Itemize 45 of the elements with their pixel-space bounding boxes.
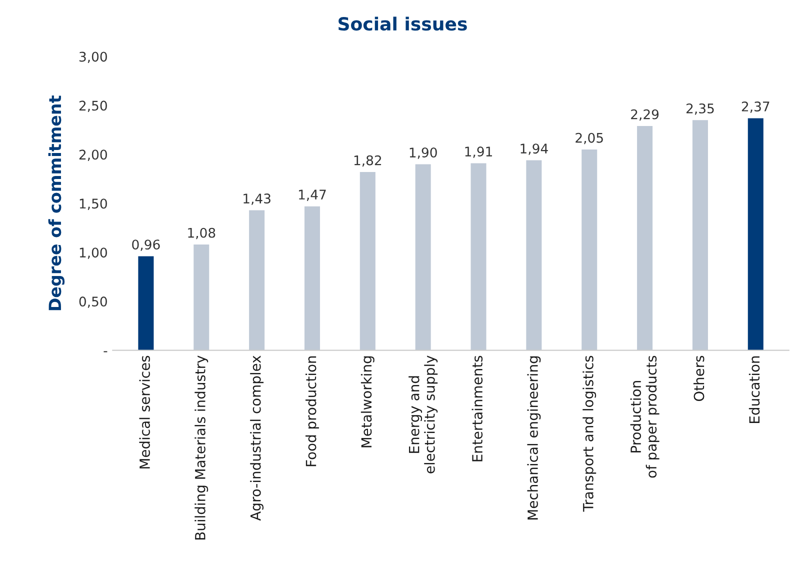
y-tick-label: 3,00 bbox=[79, 52, 107, 64]
y-tick-label: 0,50 bbox=[79, 296, 107, 308]
data-label: 1,90 bbox=[410, 148, 437, 159]
bar bbox=[360, 172, 376, 350]
bar bbox=[637, 126, 653, 350]
y-tick-label: 1,50 bbox=[80, 198, 107, 210]
y-tick-label: 2,00 bbox=[79, 150, 107, 161]
data-label: 2,35 bbox=[686, 103, 714, 115]
data-label: 0,96 bbox=[132, 240, 160, 251]
data-label: 2,29 bbox=[631, 109, 659, 121]
chart-title: Social issues bbox=[338, 16, 467, 31]
x-tick-label: Education bbox=[748, 356, 760, 423]
bar bbox=[138, 256, 154, 350]
x-tick-label: Production of paper products bbox=[630, 356, 660, 478]
x-tick-label: Energy and electricity supply bbox=[408, 356, 438, 474]
data-label: 2,37 bbox=[742, 101, 770, 113]
x-tick-label: Medical services bbox=[139, 356, 150, 468]
x-tick-label: Others bbox=[693, 356, 704, 402]
y-tick-label: 1,00 bbox=[80, 248, 107, 259]
bar bbox=[582, 150, 598, 350]
data-label: 1,82 bbox=[354, 155, 382, 167]
x-tick-label: Mechanical engineering bbox=[527, 356, 541, 520]
data-label: 1,08 bbox=[188, 228, 216, 240]
y-axis-title: Degree of commitment bbox=[48, 96, 65, 310]
bar bbox=[249, 210, 265, 350]
x-tick-label: Building Materials industry bbox=[194, 356, 208, 540]
data-label: 1,91 bbox=[465, 146, 492, 158]
data-label: 1,47 bbox=[298, 190, 326, 201]
y-tick-label: - bbox=[104, 351, 108, 352]
x-tick-label: Agro-industrial complex bbox=[250, 356, 264, 521]
bar bbox=[748, 118, 764, 350]
data-label: 2,05 bbox=[576, 132, 603, 144]
x-tick-label: Metalworking bbox=[360, 356, 374, 448]
x-tick-label: Transport and logistics bbox=[582, 356, 596, 512]
bar bbox=[194, 244, 210, 350]
x-tick-label: Entertainments bbox=[472, 356, 483, 462]
data-label: 1,43 bbox=[244, 194, 270, 205]
x-tick-label: Food production bbox=[306, 356, 319, 466]
bar bbox=[304, 206, 320, 350]
bar bbox=[470, 163, 486, 350]
bar bbox=[692, 120, 708, 350]
y-tick-label: 2,50 bbox=[79, 100, 107, 112]
bar bbox=[415, 164, 431, 350]
bar bbox=[526, 160, 542, 350]
data-label: 1,94 bbox=[520, 144, 548, 155]
